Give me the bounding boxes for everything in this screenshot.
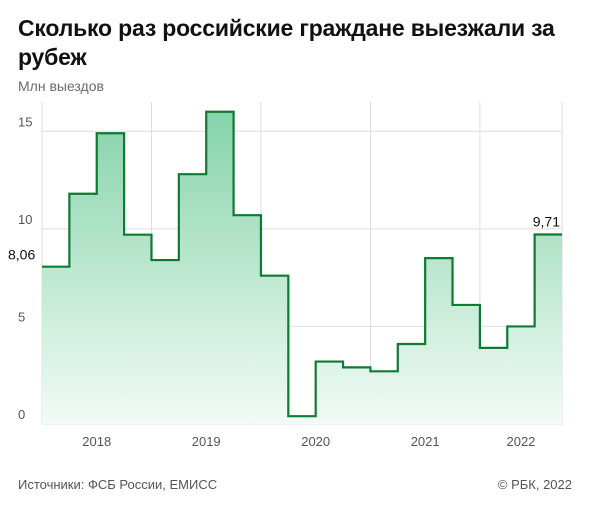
- x-tick-label: 2022: [506, 434, 535, 449]
- data-step-6: [179, 173, 206, 175]
- data-step-18: [507, 325, 534, 327]
- data-step-16: [453, 304, 480, 306]
- y-tick-label: 10: [18, 212, 32, 227]
- y-tick-label: 15: [18, 114, 32, 129]
- x-tick-label: 2019: [192, 434, 221, 449]
- data-step-8: [234, 214, 261, 216]
- data-step-5: [151, 259, 178, 261]
- chart-subtitle: Млн выездов: [18, 78, 104, 94]
- tick-labels: 0 5 10 15 2018 2019 2020 2021 2022: [18, 114, 535, 449]
- data-step-13: [370, 370, 397, 372]
- step-area-chart: 0 5 10 15 2018 2019 2020 2021 2022 8,06 9,71: [8, 102, 563, 449]
- area-fill-path: [42, 111, 562, 425]
- x-tick-label: 2020: [301, 434, 330, 449]
- data-step-14: [398, 343, 425, 345]
- data-step-9: [261, 275, 288, 277]
- data-step-2: [69, 193, 96, 195]
- data-step-4: [124, 234, 151, 236]
- sources-note: Источники: ФСБ России, ЕМИСС: [18, 477, 218, 492]
- data-step-3: [97, 132, 124, 134]
- area-fill: [42, 111, 562, 425]
- data-step-15: [425, 257, 452, 259]
- data-step-12: [343, 366, 370, 368]
- data-step-7: [206, 111, 233, 113]
- x-tick-label: 2018: [82, 434, 111, 449]
- data-step-1: [42, 266, 69, 268]
- data-step-19: [535, 234, 562, 236]
- x-tick-label: 2021: [411, 434, 440, 449]
- chart-title: Сколько раз российские граждане выезжали…: [18, 15, 555, 70]
- data-step-11: [316, 361, 343, 363]
- y-tick-label: 0: [18, 407, 25, 422]
- last-value-label: 9,71: [533, 214, 560, 230]
- first-value-label: 8,06: [8, 247, 35, 263]
- series-step-line: [42, 110, 562, 418]
- data-step-10: [288, 415, 315, 417]
- data-annotations: 8,06 9,71: [8, 214, 560, 263]
- copyright-note: © РБК, 2022: [497, 477, 572, 492]
- y-tick-label: 5: [18, 309, 25, 324]
- series-line: [42, 110, 562, 418]
- data-step-17: [480, 347, 507, 349]
